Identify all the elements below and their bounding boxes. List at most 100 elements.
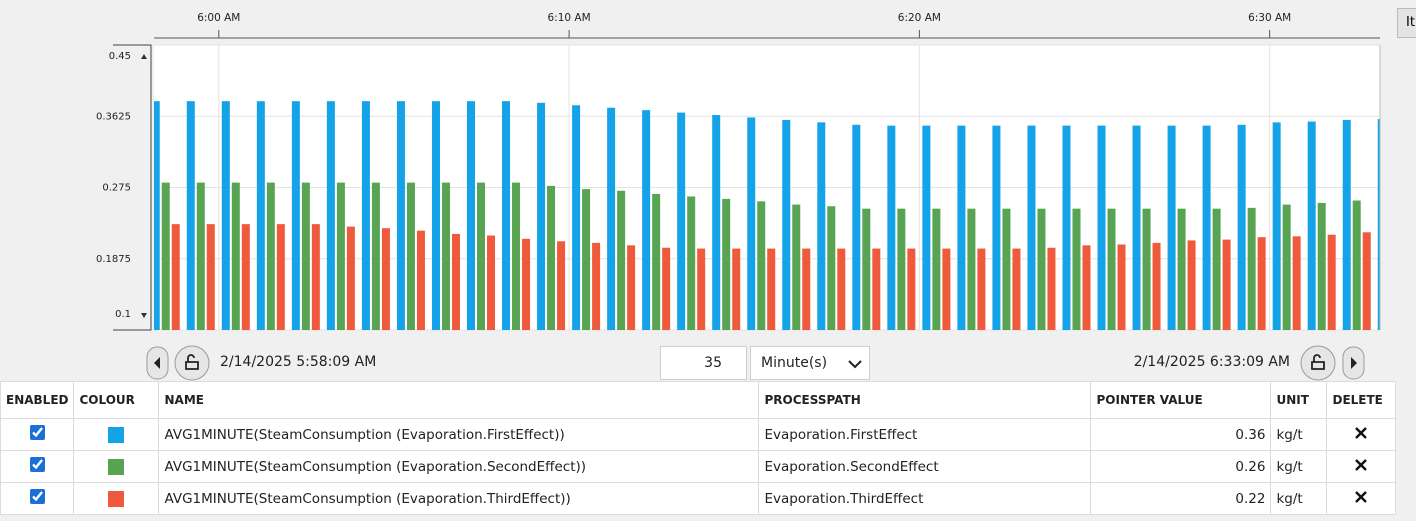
start-time: 2/14/2025 5:58:09 AM: [220, 354, 377, 370]
enabled-checkbox[interactable]: [29, 489, 45, 504]
bar: [1097, 125, 1106, 330]
path-cell: Evaporation.SecondEffect: [758, 450, 1092, 483]
bar: [697, 248, 706, 330]
bar: [221, 101, 230, 330]
bar: [1257, 237, 1266, 330]
bar: [572, 105, 581, 330]
colour-swatch[interactable]: [108, 426, 125, 443]
bar: [431, 101, 440, 330]
end-time: 2/14/2025 6:33:09 AM: [1133, 354, 1290, 370]
bar: [451, 233, 460, 330]
bar: [171, 224, 180, 330]
bar: [1012, 248, 1021, 330]
delete-button[interactable]: [1355, 458, 1368, 471]
header-cell: ENABLED: [0, 381, 75, 419]
bar: [722, 198, 731, 330]
duration-unit-select[interactable]: Minute(s): [750, 346, 870, 380]
bar: [1317, 202, 1326, 330]
delete-button[interactable]: [1355, 426, 1368, 439]
pointer-value-cell: 0.26: [1090, 450, 1272, 483]
y-axis-line: [113, 44, 152, 331]
colour-cell: [73, 482, 160, 515]
bar: [276, 224, 285, 330]
bar: [837, 248, 846, 330]
bar: [557, 241, 566, 330]
lock-start-button[interactable]: [174, 345, 210, 381]
bar: [1202, 125, 1211, 330]
lock-end-button[interactable]: [1300, 345, 1336, 381]
name-cell: AVG1MINUTE(SteamConsumption (Evaporation…: [158, 450, 760, 483]
bar: [1047, 247, 1056, 330]
bar: [1247, 207, 1256, 330]
bar: [757, 201, 766, 330]
bar: [887, 125, 896, 330]
colour-swatch[interactable]: [108, 490, 125, 507]
delete-icon: [1355, 426, 1368, 439]
bar: [747, 117, 756, 330]
bar: [592, 242, 601, 330]
bar: [1082, 245, 1091, 330]
delete-cell: [1326, 418, 1396, 451]
name-cell: AVG1MINUTE(SteamConsumption (Evaporation…: [158, 482, 760, 515]
bar: [346, 226, 355, 330]
colour-swatch[interactable]: [108, 458, 125, 475]
tab-button[interactable]: It: [1397, 8, 1416, 38]
bar: [477, 182, 486, 330]
duration-unit: Minute(s): [761, 355, 828, 371]
bar: [1152, 242, 1161, 330]
bar: [1237, 124, 1246, 330]
unit-cell: kg/t: [1270, 450, 1328, 483]
enabled-checkbox[interactable]: [29, 425, 45, 440]
delete-button[interactable]: [1355, 490, 1368, 503]
bar: [547, 185, 556, 330]
bar: [537, 102, 546, 330]
header-cell: PROCESSPATH: [758, 381, 1092, 419]
bar: [416, 230, 425, 330]
bar: [301, 182, 310, 330]
duration-input[interactable]: 35: [660, 346, 747, 380]
bar: [487, 235, 496, 330]
bar: [782, 119, 791, 330]
bar: [617, 190, 626, 330]
scroll-down-icon[interactable]: [141, 313, 147, 318]
pen-row: AVG1MINUTE(SteamConsumption (Evaporation…: [0, 418, 1396, 451]
bar: [642, 110, 651, 330]
enabled-cell: [0, 418, 75, 451]
bar: [1167, 125, 1176, 330]
bar: [1072, 208, 1081, 330]
header-cell: DELETE: [1326, 381, 1396, 419]
lock-icon: [1311, 354, 1325, 370]
y-tick-label: 0.1875: [96, 254, 131, 265]
enabled-checkbox[interactable]: [29, 457, 45, 472]
bar: [1002, 208, 1011, 330]
bar: [1062, 125, 1071, 330]
lock-icon: [185, 354, 199, 370]
bar: [957, 125, 966, 330]
header-cell: POINTER VALUE: [1090, 381, 1272, 419]
delete-cell: [1326, 450, 1396, 483]
pen-row: AVG1MINUTE(SteamConsumption (Evaporation…: [0, 482, 1396, 515]
colour-cell: [73, 450, 160, 483]
bar: [942, 248, 951, 330]
bar: [326, 101, 335, 330]
pointer-value-cell: 0.36: [1090, 418, 1272, 451]
unit-cell: kg/t: [1270, 482, 1328, 515]
bar: [792, 204, 801, 330]
bar: [1327, 234, 1336, 330]
dropdown-icon: [848, 360, 862, 369]
bar: [256, 101, 265, 330]
bar: [467, 101, 476, 330]
bar: [291, 101, 300, 330]
enabled-cell: [0, 482, 75, 515]
bar: [1177, 208, 1186, 330]
bar: [687, 196, 696, 330]
bar: [1107, 208, 1116, 330]
bar: [161, 182, 170, 330]
scroll-up-icon[interactable]: [141, 54, 147, 59]
bar: [1222, 239, 1231, 330]
bar: [1142, 208, 1151, 330]
delete-icon: [1355, 490, 1368, 503]
bar: [231, 182, 240, 330]
